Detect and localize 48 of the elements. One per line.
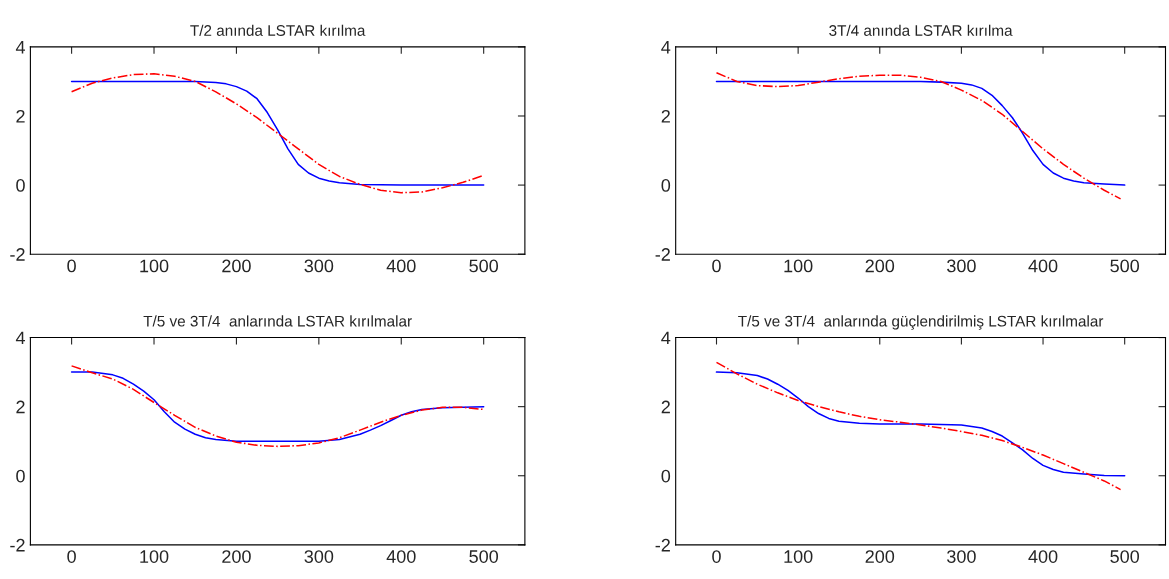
x-tick-label: 100 bbox=[784, 259, 813, 273]
y-tick-label: 0 bbox=[16, 179, 25, 192]
y-tick-label: -2 bbox=[655, 538, 670, 552]
x-tick-label: 400 bbox=[1028, 550, 1058, 563]
y-tick-label: 2 bbox=[16, 400, 25, 414]
y-tick-label: 0 bbox=[661, 469, 671, 483]
y-tick-label: 0 bbox=[661, 179, 671, 192]
y-tick-label: 2 bbox=[16, 109, 25, 123]
x-tick-label: 300 bbox=[304, 550, 334, 563]
x-tick-label: 400 bbox=[1028, 259, 1058, 273]
x-tick-label: 300 bbox=[947, 259, 976, 273]
y-tick-label: -2 bbox=[10, 248, 25, 261]
y-tick-label: -2 bbox=[655, 248, 670, 261]
line-series bbox=[715, 361, 1122, 491]
x-tick-label: 100 bbox=[140, 550, 169, 563]
x-tick-label: 200 bbox=[222, 550, 251, 563]
y-tick-label: 4 bbox=[15, 41, 26, 54]
x-tick-label: 500 bbox=[469, 259, 499, 273]
x-tick-label: 100 bbox=[140, 259, 169, 273]
chart-title: T/2 anında LSTAR kırılma bbox=[190, 24, 366, 36]
chart-title: 3T/4 anında LSTAR kırılma bbox=[829, 24, 1013, 36]
x-tick-label: 100 bbox=[784, 550, 813, 563]
y-tick-label: 2 bbox=[661, 109, 670, 123]
y-tick-label: -2 bbox=[10, 538, 25, 552]
y-tick-label: 0 bbox=[16, 469, 25, 483]
x-tick-label: 0 bbox=[712, 550, 721, 563]
x-tick-label: 0 bbox=[67, 550, 76, 563]
line-series bbox=[715, 371, 1126, 477]
x-tick-label: 200 bbox=[865, 259, 895, 273]
x-tick-label: 200 bbox=[865, 550, 895, 563]
x-tick-label: 0 bbox=[67, 259, 76, 273]
x-tick-label: 400 bbox=[386, 550, 416, 563]
x-tick-label: 200 bbox=[222, 259, 251, 273]
x-tick-label: 500 bbox=[1110, 550, 1140, 563]
y-tick-label: 2 bbox=[661, 400, 670, 414]
x-tick-label: 500 bbox=[469, 550, 499, 563]
line-series bbox=[715, 72, 1122, 200]
chart-title: T/5 ve 3T/4 anlarında LSTAR kırılmalar bbox=[143, 315, 412, 327]
x-tick-label: 0 bbox=[712, 259, 721, 273]
x-tick-label: 500 bbox=[1110, 259, 1140, 273]
y-tick-label: 4 bbox=[15, 331, 26, 345]
chart-title: T/5 ve 3T/4 anlarında güçlendirilmiş LSTAR kırılmalar bbox=[738, 315, 1104, 330]
y-tick-label: 4 bbox=[661, 331, 671, 345]
y-tick-label: 4 bbox=[661, 41, 671, 54]
line-series bbox=[715, 80, 1126, 186]
x-tick-label: 300 bbox=[947, 550, 976, 563]
x-tick-label: 400 bbox=[386, 259, 416, 273]
x-tick-label: 300 bbox=[304, 259, 334, 273]
